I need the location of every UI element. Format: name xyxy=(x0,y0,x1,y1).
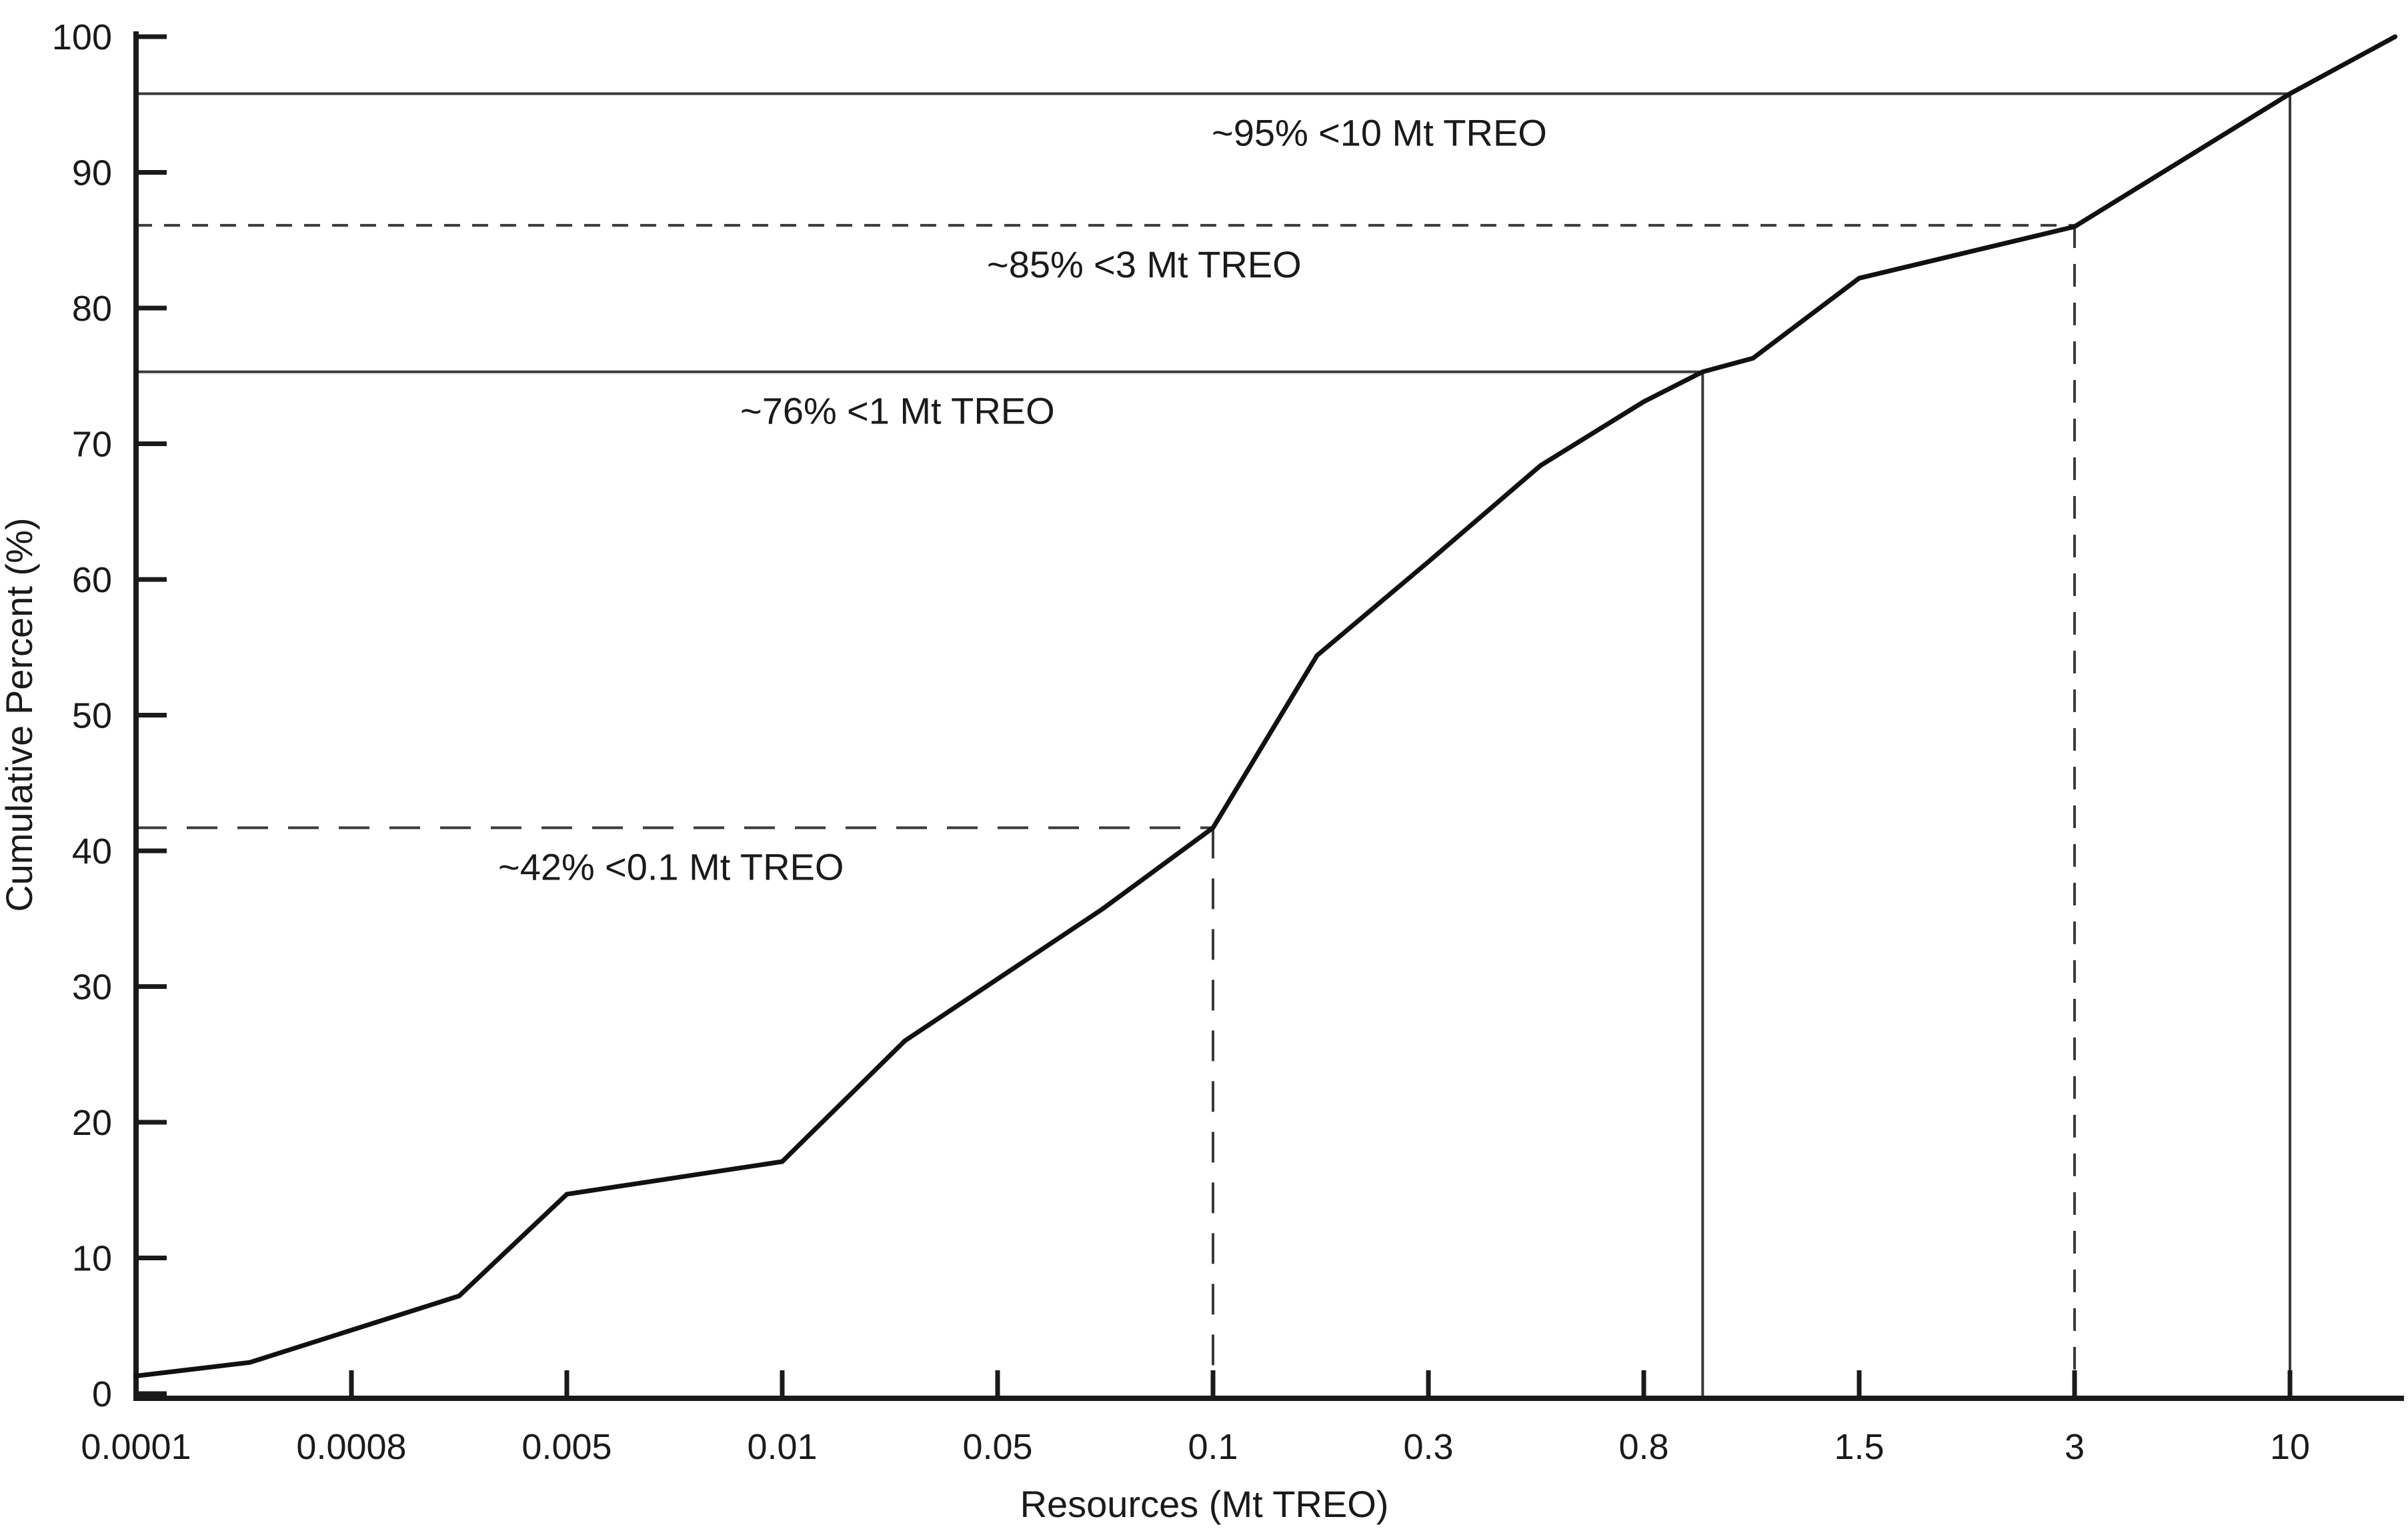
x-tick-label: 0.05 xyxy=(962,1427,1032,1467)
y-tick-label: 40 xyxy=(72,832,112,872)
x-tick-label: 0.3 xyxy=(1403,1427,1453,1467)
annotation-amount-label: <1 Mt TREO xyxy=(847,390,1055,432)
y-tick-label: 0 xyxy=(92,1374,112,1414)
y-tick-label: 10 xyxy=(72,1239,112,1279)
annotation-percent-label: ~95% xyxy=(1212,111,1308,153)
y-axis-title: Cumulative Percent (%) xyxy=(0,517,40,912)
y-tick-label: 100 xyxy=(52,17,112,57)
annotation-amount-label: <10 Mt TREO xyxy=(1318,111,1547,153)
annotation-amount-label: <0.1 Mt TREO xyxy=(605,846,844,888)
annotation-percent-label: ~85% xyxy=(987,243,1084,285)
x-tick-label: 0.1 xyxy=(1188,1427,1238,1467)
x-tick-label: 0.8 xyxy=(1618,1427,1668,1467)
x-tick-label: 1.5 xyxy=(1834,1427,1884,1467)
y-tick-label: 60 xyxy=(72,560,112,600)
y-tick-label: 50 xyxy=(72,696,112,736)
y-tick-label: 70 xyxy=(72,425,112,465)
x-tick-label: 10 xyxy=(2270,1427,2310,1467)
y-tick-label: 30 xyxy=(72,968,112,1008)
annotation-percent-label: ~76% xyxy=(740,390,837,432)
x-axis-title: Resources (Mt TREO) xyxy=(1020,1483,1389,1525)
cumulative-percent-curve xyxy=(133,34,2398,1378)
y-tick-label: 90 xyxy=(72,153,112,193)
x-tick-label: 0.005 xyxy=(521,1427,612,1467)
x-tick-label: 0.0001 xyxy=(81,1427,191,1467)
chart-plot-area: ~42% <0.1 Mt TREO ~76% <1 Mt TREO ~85% <3 Mt … xyxy=(52,17,2404,1467)
y-tick-label: 80 xyxy=(72,289,112,329)
x-tick-label: 3 xyxy=(2065,1427,2085,1467)
annotation-percent-label: ~42% xyxy=(498,846,595,888)
x-tick-label: 0.0008 xyxy=(296,1427,406,1467)
y-tick-label: 20 xyxy=(72,1103,112,1143)
annotation-amount-label: <3 Mt TREO xyxy=(1094,243,1302,285)
x-tick-label: 0.01 xyxy=(747,1427,817,1467)
